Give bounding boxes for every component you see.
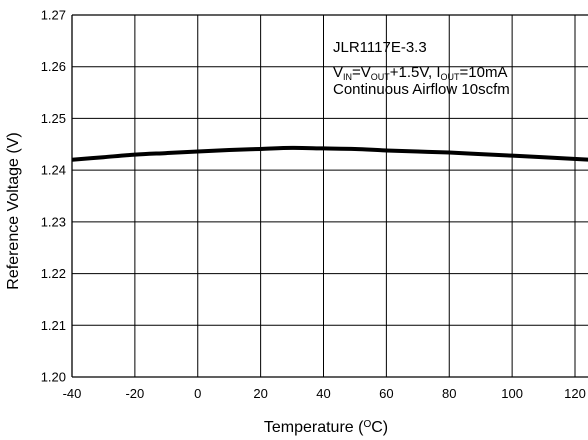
y-tick-labels: 1.20 1.21 1.22 1.23 1.24 1.25 1.26 1.27 [41,8,66,385]
annotation-line-2: VIN=VOUT+1.5V, IOUT=10mA [333,64,507,82]
x-tick-labels: -40 -20 0 20 40 60 80 100 120 [63,386,586,401]
chart-annotation: JLR1117E-3.3 VIN=VOUT+1.5V, IOUT=10mA Co… [333,39,510,98]
y-tick-label: 1.26 [41,59,66,74]
y-tick-label: 1.20 [41,370,66,385]
annotation-line-3: Continuous Airflow 10scfm [333,81,510,98]
x-tick-label: -20 [125,386,144,401]
x-tick-label: 80 [442,386,456,401]
y-tick-label: 1.22 [41,266,66,281]
y-tick-label: 1.24 [41,163,66,178]
x-tick-label: 120 [564,386,586,401]
x-tick-label: 40 [316,386,330,401]
x-tick-label: 100 [501,386,523,401]
annotation-line-1: JLR1117E-3.3 [333,39,427,56]
y-tick-label: 1.21 [41,318,66,333]
grid [72,15,588,377]
x-tick-label: 0 [194,386,201,401]
y-tick-label: 1.27 [41,8,66,23]
x-tick-label: -40 [63,386,82,401]
x-axis-label: Temperature (OC) [264,419,388,437]
y-tick-label: 1.23 [41,214,66,229]
series-line [71,145,588,162]
x-tick-label: 60 [379,386,393,401]
x-tick-label: 20 [253,386,267,401]
data-series [71,145,588,162]
plot-frame [71,14,588,378]
y-axis-label: Reference Voltage (V) [5,132,22,289]
y-tick-label: 1.25 [41,111,66,126]
